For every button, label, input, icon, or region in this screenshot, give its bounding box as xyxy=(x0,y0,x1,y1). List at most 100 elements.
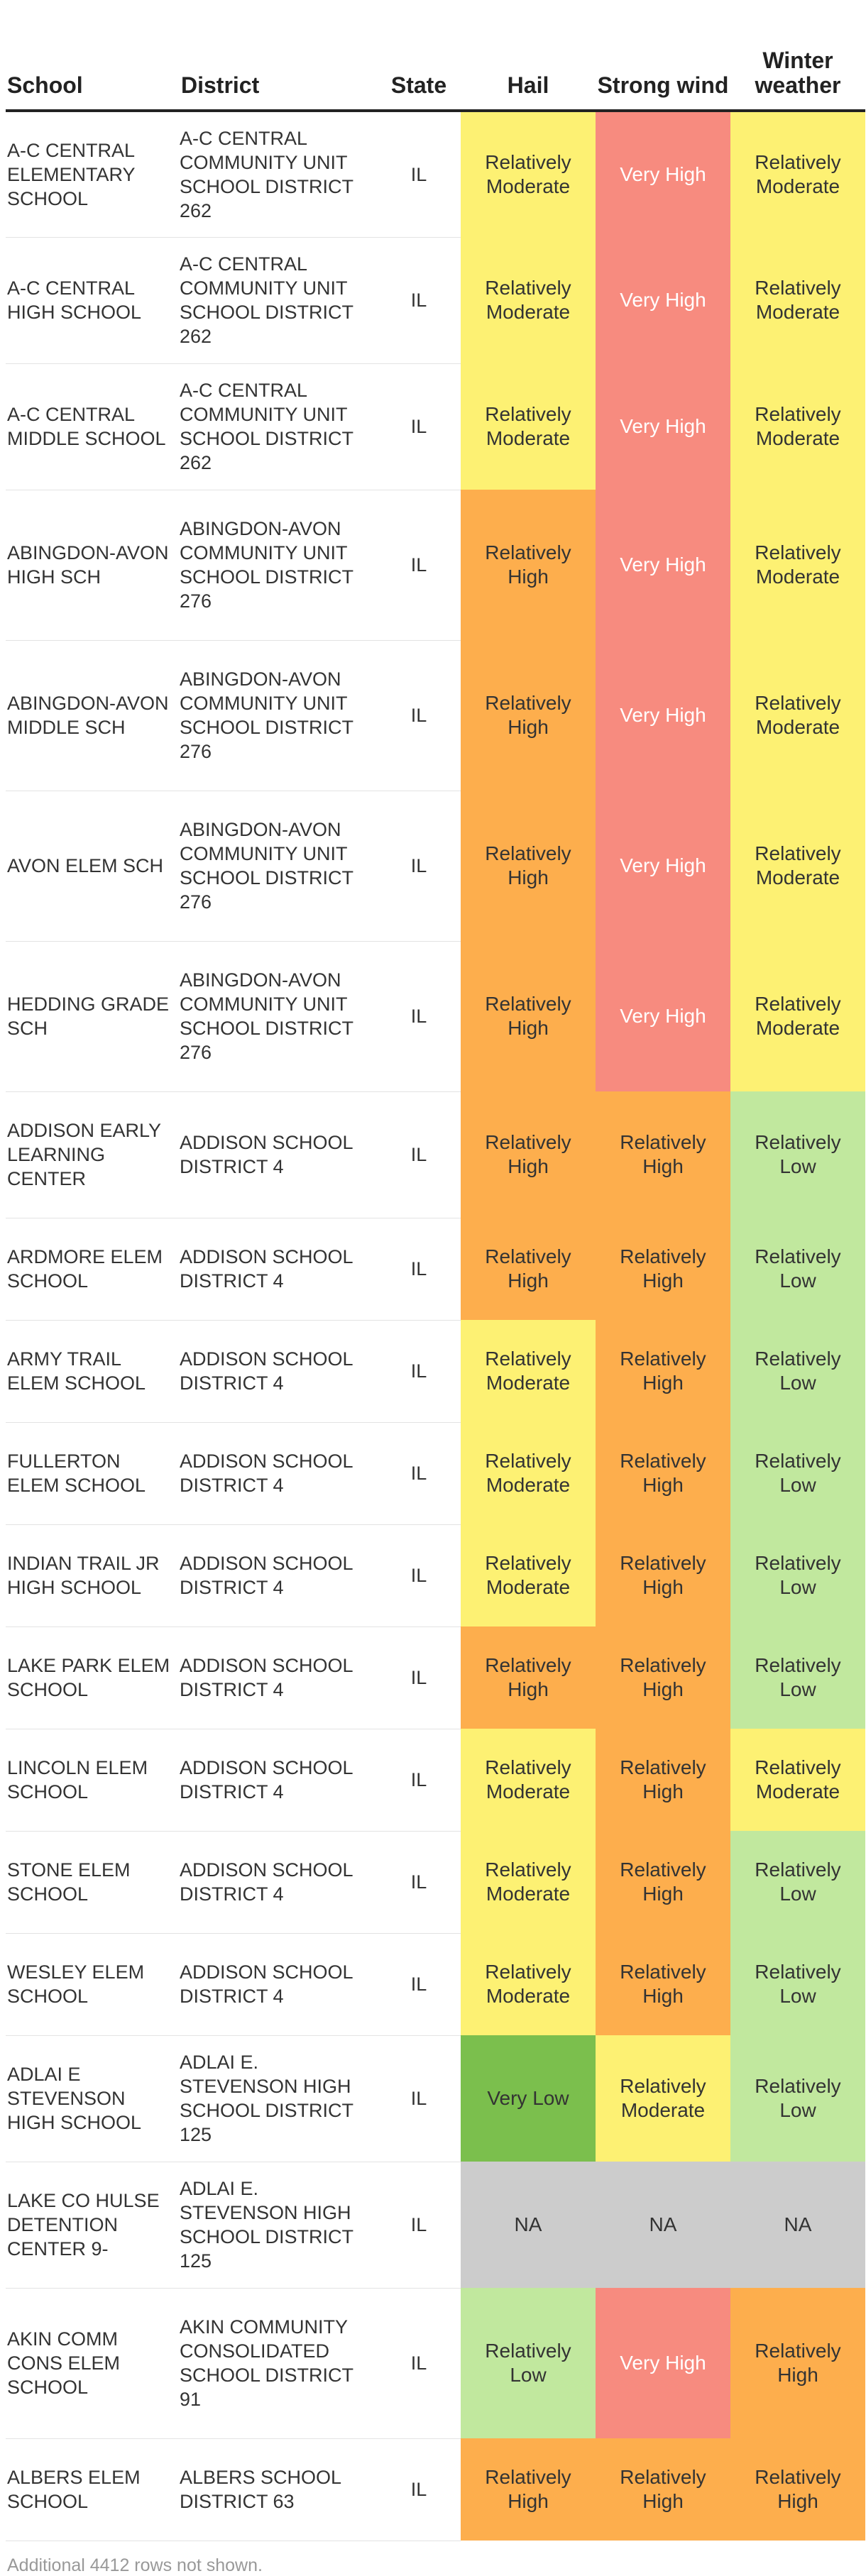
winter-weather-rating-cell: Relatively Moderate xyxy=(730,791,865,941)
district-cell: ADLAI E. STEVENSON HIGH SCHOOL DISTRICT … xyxy=(180,2035,377,2162)
district-cell: ALBERS SCHOOL DISTRICT 63 xyxy=(180,2438,377,2541)
state-cell: IL xyxy=(377,1320,461,1423)
district-cell: ADDISON SCHOOL DISTRICT 4 xyxy=(180,1831,377,1934)
winter-weather-rating-cell: Relatively Low xyxy=(730,1320,865,1422)
table-row: LAKE CO HULSE DETENTION CENTER 9- ADLAI E… xyxy=(6,2162,865,2289)
hail-rating-cell: Very Low xyxy=(461,2035,596,2162)
column-header-hail[interactable]: Hail xyxy=(461,0,596,112)
hail-rating-cell: Relatively Low xyxy=(461,2288,596,2438)
strong-wind-rating-cell: NA xyxy=(596,2162,730,2288)
hail-rating-cell: Relatively Moderate xyxy=(461,237,596,363)
district-cell: ADDISON SCHOOL DISTRICT 4 xyxy=(180,1091,377,1218)
winter-weather-rating-cell: Relatively Low xyxy=(730,1524,865,1626)
school-cell: ALBERS ELEM SCHOOL xyxy=(6,2438,180,2541)
hail-rating-cell: Relatively Moderate xyxy=(461,1729,596,1831)
state-cell: IL xyxy=(377,1729,461,1832)
school-cell: AKIN COMM CONS ELEM SCHOOL xyxy=(6,2288,180,2439)
district-cell: ABINGDON-AVON COMMUNITY UNIT SCHOOL DIST… xyxy=(180,941,377,1092)
district-cell: ABINGDON-AVON COMMUNITY UNIT SCHOOL DIST… xyxy=(180,490,377,641)
table-row: ARMY TRAIL ELEM SCHOOL ADDISON SCHOOL DIS… xyxy=(6,1320,865,1423)
state-cell: IL xyxy=(377,2035,461,2162)
hail-rating-cell: Relatively High xyxy=(461,1091,596,1218)
state-cell: IL xyxy=(377,1422,461,1525)
strong-wind-rating-cell: Very High xyxy=(596,490,730,640)
school-cell: ARMY TRAIL ELEM SCHOOL xyxy=(6,1320,180,1423)
strong-wind-rating-cell: Relatively Moderate xyxy=(596,2035,730,2162)
school-cell: INDIAN TRAIL JR HIGH SCHOOL xyxy=(6,1524,180,1627)
column-header-strong-wind[interactable]: Strong wind xyxy=(596,0,730,112)
state-cell: IL xyxy=(377,237,461,364)
district-cell: ADLAI E. STEVENSON HIGH SCHOOL DISTRICT … xyxy=(180,2162,377,2289)
header-row: School District State Hail Strong wind W… xyxy=(6,0,865,112)
strong-wind-rating-cell: Very High xyxy=(596,941,730,1091)
strong-wind-rating-cell: Relatively High xyxy=(596,1933,730,2035)
winter-weather-rating-cell: Relatively Low xyxy=(730,1831,865,1933)
school-cell: HEDDING GRADE SCH xyxy=(6,941,180,1092)
winter-weather-rating-cell: Relatively Moderate xyxy=(730,363,865,490)
strong-wind-rating-cell: Relatively High xyxy=(596,1422,730,1524)
winter-weather-rating-cell: Relatively Low xyxy=(730,1626,865,1729)
strong-wind-rating-cell: Relatively High xyxy=(596,1091,730,1218)
district-cell: ADDISON SCHOOL DISTRICT 4 xyxy=(180,1524,377,1627)
hail-rating-cell: Relatively Moderate xyxy=(461,1831,596,1933)
table-row: WESLEY ELEM SCHOOL ADDISON SCHOOL DISTRIC… xyxy=(6,1933,865,2036)
district-cell: A-C CENTRAL COMMUNITY UNIT SCHOOL DISTRI… xyxy=(180,111,377,238)
school-cell: LINCOLN ELEM SCHOOL xyxy=(6,1729,180,1832)
strong-wind-rating-cell: Very High xyxy=(596,111,730,237)
rows-not-shown-note: Additional 4412 rows not shown. xyxy=(7,2555,263,2575)
hail-rating-cell: Relatively High xyxy=(461,1218,596,1320)
strong-wind-rating-cell: Relatively High xyxy=(596,1729,730,1831)
table-row: ABINGDON-AVON MIDDLE SCH ABINGDON-AVON CO… xyxy=(6,640,865,791)
winter-weather-rating-cell: Relatively High xyxy=(730,2438,865,2541)
state-cell: IL xyxy=(377,2288,461,2439)
winter-weather-rating-cell: Relatively Moderate xyxy=(730,111,865,237)
table-row: ABINGDON-AVON HIGH SCH ABINGDON-AVON COMM… xyxy=(6,490,865,641)
district-cell: ABINGDON-AVON COMMUNITY UNIT SCHOOL DIST… xyxy=(180,791,377,942)
strong-wind-rating-cell: Very High xyxy=(596,2288,730,2438)
table-row: ALBERS ELEM SCHOOL ALBERS SCHOOL DISTRICT… xyxy=(6,2438,865,2541)
table-row: ADLAI E STEVENSON HIGH SCHOOL ADLAI E. ST… xyxy=(6,2035,865,2162)
school-cell: WESLEY ELEM SCHOOL xyxy=(6,1933,180,2036)
column-header-school[interactable]: School xyxy=(6,0,180,112)
state-cell: IL xyxy=(377,1626,461,1729)
state-cell: IL xyxy=(377,2162,461,2289)
state-cell: IL xyxy=(377,640,461,791)
winter-weather-rating-cell: Relatively Moderate xyxy=(730,1729,865,1831)
hail-rating-cell: Relatively Moderate xyxy=(461,1524,596,1626)
state-cell: IL xyxy=(377,1933,461,2036)
column-header-winter-weather[interactable]: Winter weather xyxy=(730,0,865,112)
hail-rating-cell: Relatively High xyxy=(461,490,596,640)
school-cell: STONE ELEM SCHOOL xyxy=(6,1831,180,1934)
strong-wind-rating-cell: Relatively High xyxy=(596,1218,730,1320)
winter-weather-rating-cell: Relatively Moderate xyxy=(730,941,865,1091)
district-cell: ADDISON SCHOOL DISTRICT 4 xyxy=(180,1218,377,1321)
column-header-state[interactable]: State xyxy=(377,0,461,112)
strong-wind-rating-cell: Very High xyxy=(596,237,730,363)
winter-weather-rating-cell: Relatively High xyxy=(730,2288,865,2438)
hail-rating-cell: Relatively Moderate xyxy=(461,1422,596,1524)
table-row: HEDDING GRADE SCH ABINGDON-AVON COMMUNITY… xyxy=(6,941,865,1092)
district-cell: AKIN COMMUNITY CONSOLIDATED SCHOOL DISTR… xyxy=(180,2288,377,2439)
district-cell: ADDISON SCHOOL DISTRICT 4 xyxy=(180,1933,377,2036)
district-cell: ADDISON SCHOOL DISTRICT 4 xyxy=(180,1422,377,1525)
school-cell: FULLERTON ELEM SCHOOL xyxy=(6,1422,180,1525)
table-row: AKIN COMM CONS ELEM SCHOOL AKIN COMMUNITY… xyxy=(6,2288,865,2439)
state-cell: IL xyxy=(377,941,461,1092)
school-cell: ADLAI E STEVENSON HIGH SCHOOL xyxy=(6,2035,180,2162)
school-cell: A-C CENTRAL MIDDLE SCHOOL xyxy=(6,363,180,490)
district-cell: ABINGDON-AVON COMMUNITY UNIT SCHOOL DIST… xyxy=(180,640,377,791)
table-row: A-C CENTRAL MIDDLE SCHOOL A-C CENTRAL COM… xyxy=(6,363,865,490)
winter-weather-rating-cell: Relatively Moderate xyxy=(730,490,865,640)
hail-rating-cell: Relatively Moderate xyxy=(461,1320,596,1422)
table-row: A-C CENTRAL HIGH SCHOOL A-C CENTRAL COMMU… xyxy=(6,237,865,364)
state-cell: IL xyxy=(377,791,461,942)
table-row: FULLERTON ELEM SCHOOL ADDISON SCHOOL DIST… xyxy=(6,1422,865,1525)
strong-wind-rating-cell: Relatively High xyxy=(596,1524,730,1626)
state-cell: IL xyxy=(377,2438,461,2541)
winter-weather-rating-cell: Relatively Low xyxy=(730,2035,865,2162)
strong-wind-rating-cell: Very High xyxy=(596,791,730,941)
winter-weather-rating-cell: Relatively Low xyxy=(730,1422,865,1524)
table-row: STONE ELEM SCHOOL ADDISON SCHOOL DISTRICT… xyxy=(6,1831,865,1934)
column-header-district[interactable]: District xyxy=(180,0,377,112)
state-cell: IL xyxy=(377,1831,461,1934)
